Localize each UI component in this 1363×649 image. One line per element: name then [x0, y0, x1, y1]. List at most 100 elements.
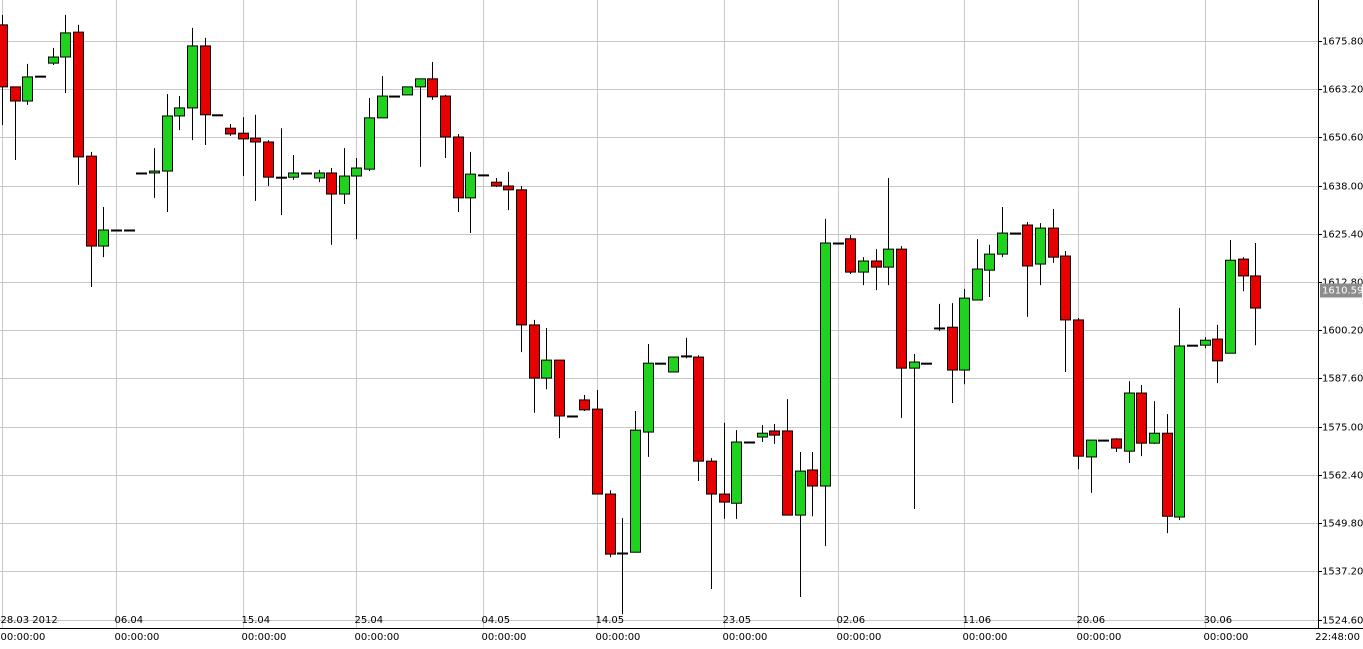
x-time-label: 00:00:00 — [837, 632, 882, 643]
candle-body — [554, 359, 565, 417]
candle-body — [491, 181, 502, 187]
candle-body — [478, 174, 489, 177]
candle-body — [301, 172, 312, 175]
candle-body — [98, 229, 109, 247]
x-tick-label: 02.06 — [837, 615, 866, 626]
x-time-label: 00:00:00 — [1204, 632, 1249, 643]
candle-body — [174, 107, 185, 117]
candle-body — [1200, 339, 1211, 346]
candle-body — [351, 167, 362, 177]
y-tick-label: 1625.40 — [1322, 230, 1363, 241]
y-tick-label: 1663.20 — [1322, 85, 1363, 96]
candle-body — [22, 76, 33, 102]
y-tick-label: 1575.00 — [1322, 423, 1363, 434]
candle-body — [364, 117, 375, 170]
candle-body — [1098, 439, 1109, 442]
candle-body — [1010, 232, 1021, 235]
y-tick-label: 1650.60 — [1322, 133, 1363, 144]
candle-body — [769, 430, 780, 436]
candle-body — [1187, 344, 1198, 347]
candle-body — [225, 127, 236, 135]
candle-body — [655, 362, 666, 365]
candle-body — [516, 189, 527, 326]
candle-body — [263, 141, 274, 178]
x-tick-label: 28.03 2012 — [1, 615, 58, 626]
candle-body — [1022, 224, 1033, 267]
candle-body — [136, 172, 147, 175]
x-tick-label: 30.06 — [1204, 615, 1233, 626]
candle-body — [276, 176, 287, 179]
candle-body — [1111, 438, 1122, 449]
candle-body — [377, 95, 388, 119]
x-tick-label: 14.05 — [596, 615, 625, 626]
x-time-label: 00:00:00 — [115, 632, 160, 643]
candle-body — [541, 359, 552, 379]
x-time-label: 22:48:00 — [1315, 632, 1360, 643]
candle-body — [643, 362, 654, 433]
candle-body — [1035, 227, 1046, 265]
candle-body — [605, 493, 616, 555]
candle-body — [1136, 392, 1147, 444]
candle-body — [60, 32, 71, 58]
candle-body — [909, 361, 920, 369]
y-tick-label: 1675.80 — [1322, 37, 1363, 48]
candle-body — [1225, 259, 1236, 354]
candle-body — [111, 229, 122, 232]
price-label: 1610.59 — [1322, 286, 1363, 297]
y-tick-label: 1549.80 — [1322, 519, 1363, 530]
candle-body — [1149, 432, 1160, 444]
price-marker — [1320, 283, 1362, 298]
candle-body — [757, 432, 768, 438]
candle-body — [86, 155, 97, 247]
candle-body — [681, 355, 692, 358]
candle-body — [415, 78, 426, 88]
candle-body — [706, 460, 717, 495]
candle-body — [1250, 275, 1261, 309]
candle-body — [314, 172, 325, 179]
candle-body — [503, 185, 514, 191]
candle-body — [162, 115, 173, 172]
candle-body — [339, 175, 350, 195]
x-tick-label: 06.04 — [115, 615, 144, 626]
candle-body — [668, 356, 679, 373]
candle-body — [592, 408, 603, 495]
candle-body — [0, 24, 8, 88]
x-tick-label: 11.06 — [963, 615, 992, 626]
x-tick-label: 15.04 — [242, 615, 271, 626]
candle-body — [997, 232, 1008, 255]
x-time-label: 00:00:00 — [596, 632, 641, 643]
candle-body — [440, 95, 451, 138]
candle-body — [48, 56, 59, 64]
candle-body — [1048, 227, 1059, 258]
candle-body — [833, 242, 844, 245]
candle-body — [820, 242, 831, 487]
candle-body — [124, 229, 135, 232]
candle-body — [10, 86, 21, 102]
candle-body — [630, 429, 641, 553]
candle-body — [238, 132, 249, 140]
x-time-label: 00:00:00 — [723, 632, 768, 643]
candle-body — [693, 356, 704, 462]
y-tick-label: 1537.20 — [1322, 567, 1363, 578]
x-tick-label: 20.06 — [1077, 615, 1106, 626]
candle-body — [1238, 258, 1249, 277]
x-tick-label: 04.05 — [482, 615, 511, 626]
candle-body — [326, 172, 337, 195]
candle-body — [972, 268, 983, 301]
candle-body — [1086, 439, 1097, 458]
candle-body — [200, 45, 211, 116]
candle-body — [427, 78, 438, 98]
candle-body — [465, 173, 476, 199]
x-time-label: 00:00:00 — [1, 632, 46, 643]
candle-body — [845, 238, 856, 273]
y-tick-label: 1638.00 — [1322, 182, 1363, 193]
y-tick-label: 1524.60 — [1322, 616, 1363, 627]
candle-body — [896, 248, 907, 369]
candle-body — [617, 552, 628, 555]
x-time-label: 00:00:00 — [963, 632, 1008, 643]
candle-body — [73, 31, 84, 158]
candle-body — [250, 137, 261, 143]
candle-body — [1073, 319, 1084, 457]
candle-body — [744, 441, 755, 444]
